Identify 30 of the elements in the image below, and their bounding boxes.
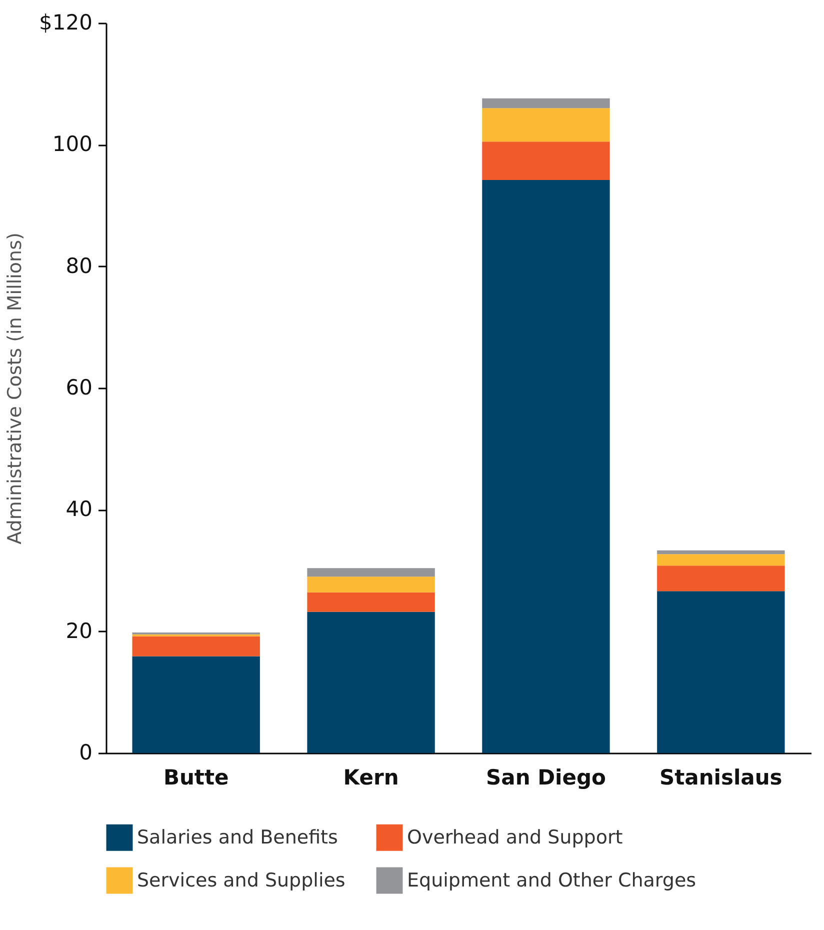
bar <box>482 180 610 753</box>
bar <box>482 98 610 108</box>
bar <box>657 566 785 592</box>
legend-label: Salaries and Benefits <box>137 826 338 849</box>
bar <box>307 592 435 612</box>
bar <box>307 612 435 753</box>
bar <box>482 142 610 180</box>
y-tick-label: 40 <box>66 497 92 522</box>
legend-label: Equipment and Other Charges <box>407 870 696 892</box>
y-axis-title: Administrative Costs (in Millions) <box>4 232 26 544</box>
bar <box>132 636 260 656</box>
y-tick-label: $120 <box>39 10 92 34</box>
bar <box>657 550 785 554</box>
y-tick-label: 80 <box>66 254 92 278</box>
x-tick-label: Stanislaus <box>660 766 782 790</box>
legend-label: Overhead and Support <box>407 826 623 849</box>
bar <box>482 108 610 142</box>
legend-label: Services and Supplies <box>137 870 346 892</box>
bar <box>307 568 435 577</box>
bar <box>307 576 435 592</box>
x-tick-label: Kern <box>343 766 399 790</box>
x-tick-label: San Diego <box>486 766 606 790</box>
x-tick-label: Butte <box>163 766 229 790</box>
y-tick-label: 100 <box>52 132 92 156</box>
y-tick-label: 60 <box>66 376 92 400</box>
y-tick-label: 20 <box>66 618 92 643</box>
bar <box>657 554 785 566</box>
bar <box>657 591 785 753</box>
bar <box>132 656 260 753</box>
y-tick-label: 0 <box>79 740 92 764</box>
